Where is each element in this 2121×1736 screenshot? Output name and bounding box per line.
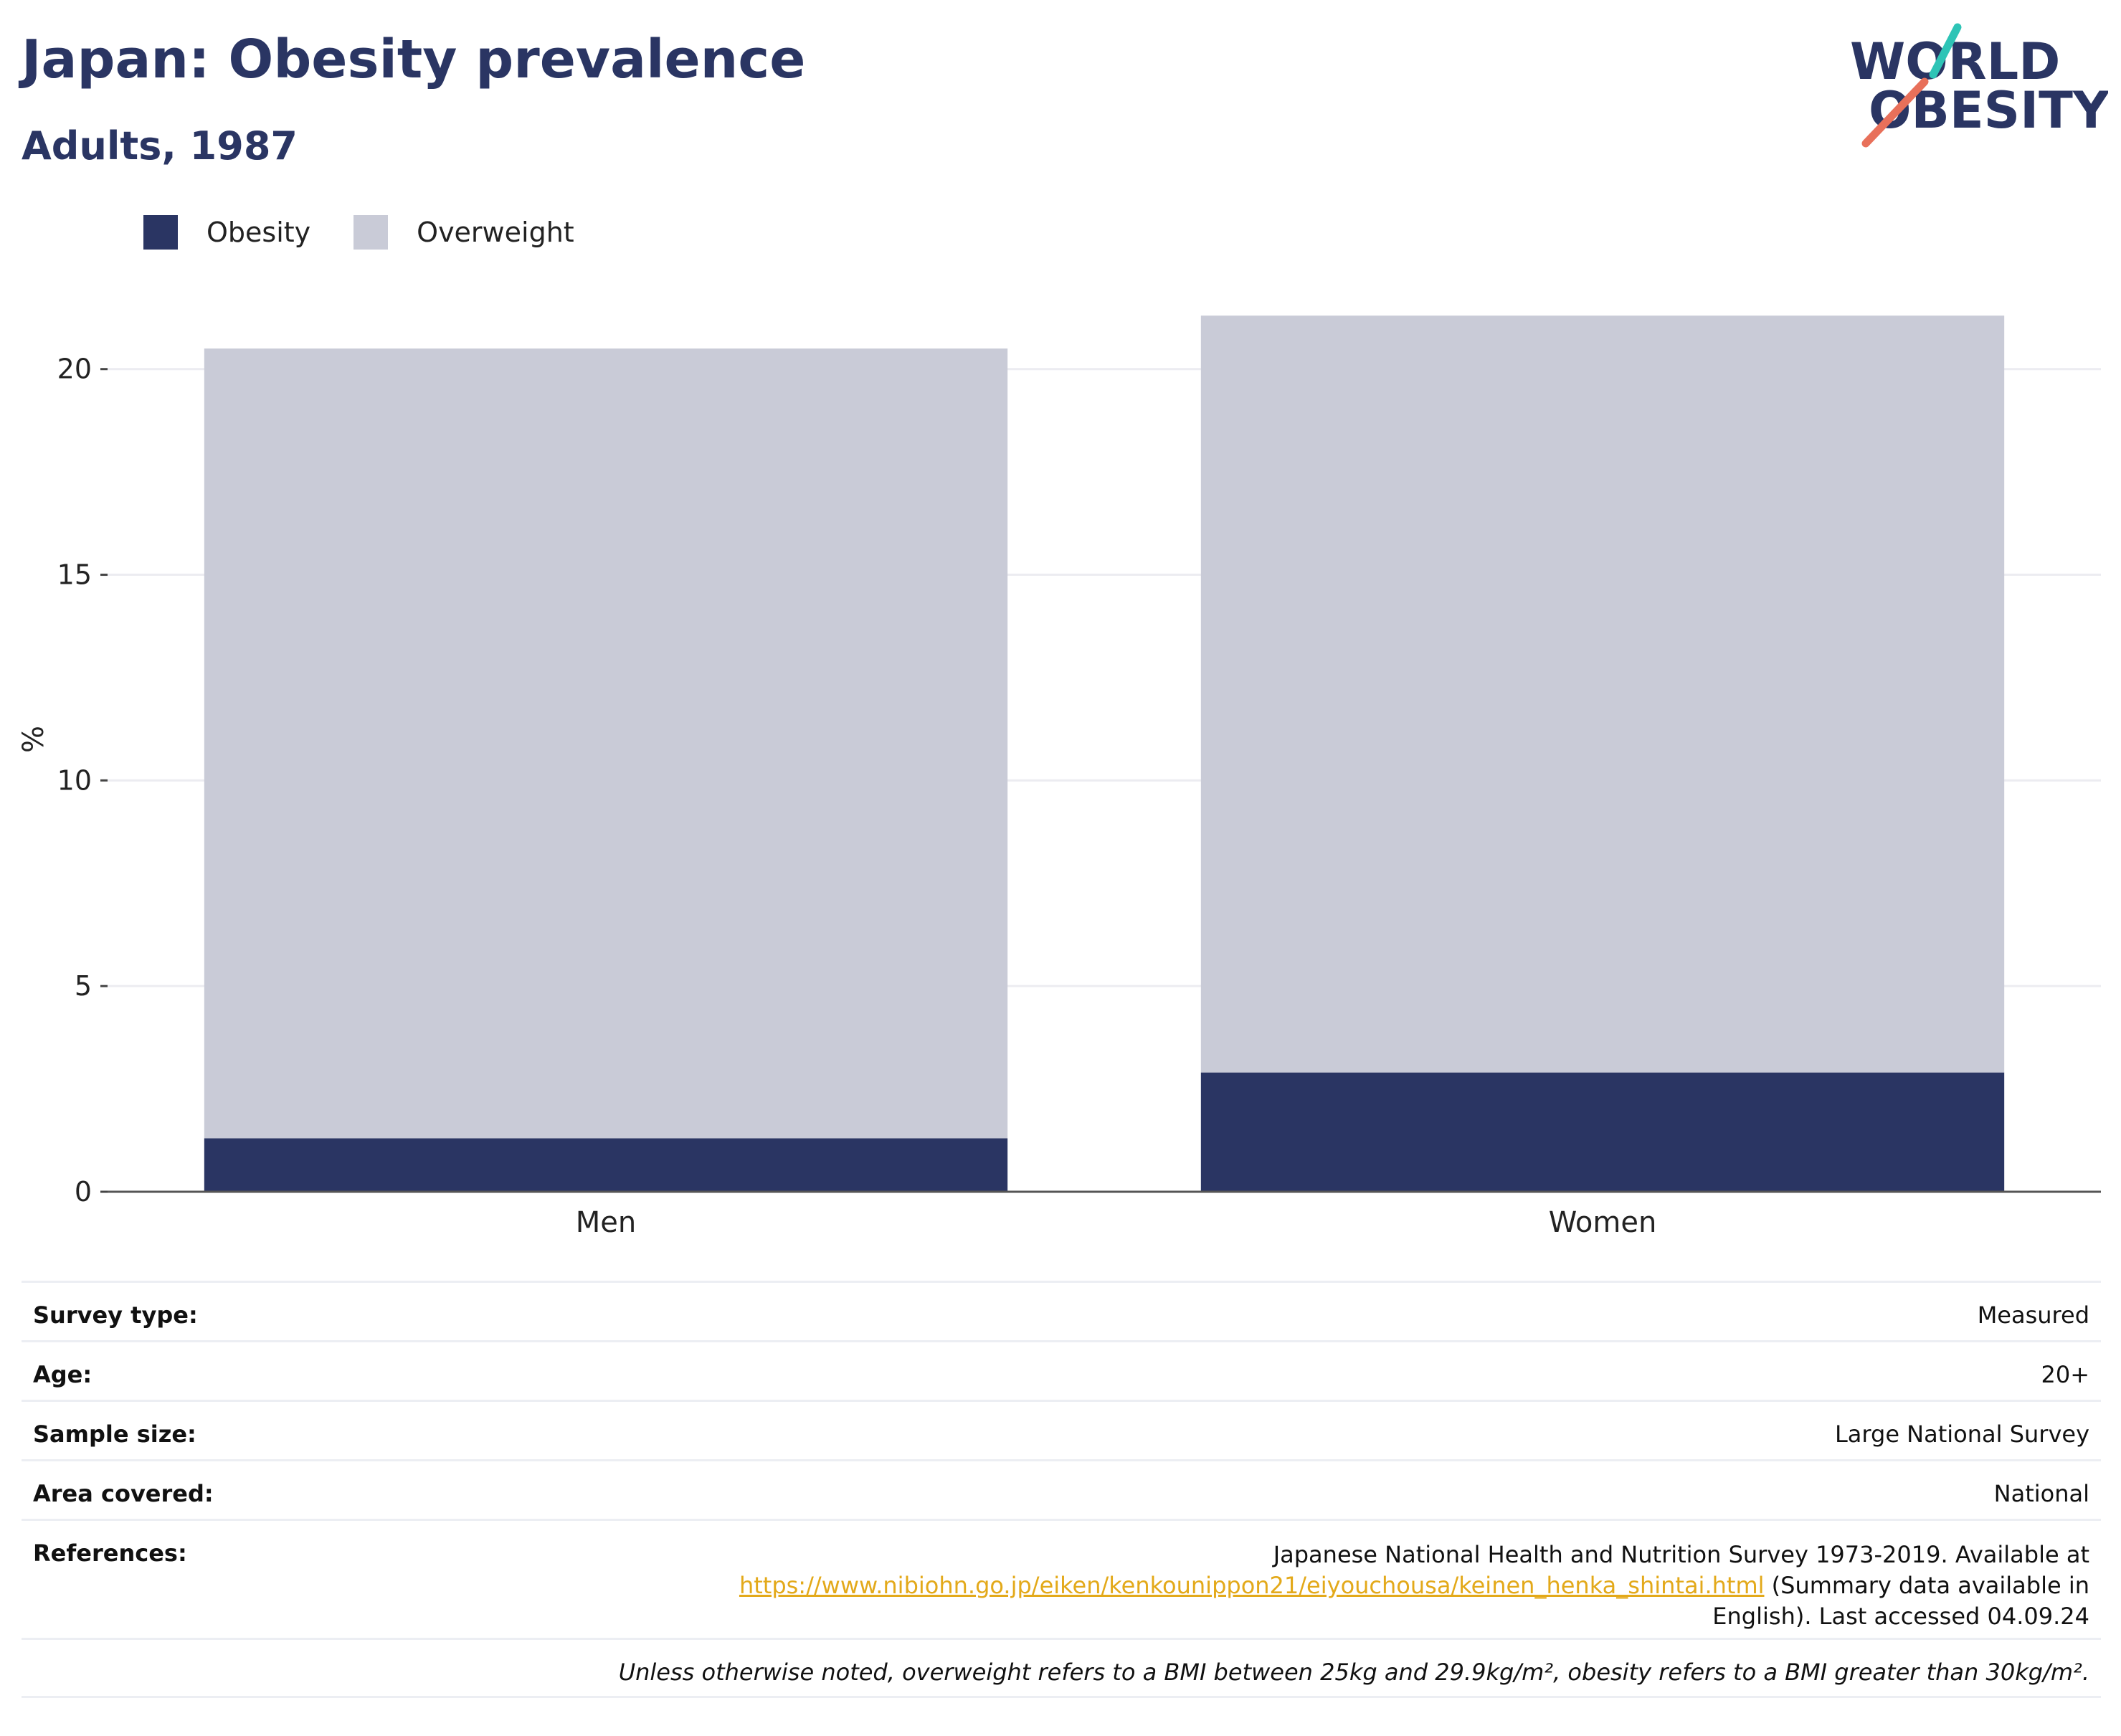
meta-key: Age:: [33, 1361, 92, 1388]
chart-legend: Obesity Overweight: [143, 212, 617, 252]
legend-label-obesity: Obesity: [207, 217, 311, 248]
stacked-bar-chart: 0 5 10 15 20% Men Women: [17, 316, 2101, 1239]
references-link[interactable]: https://www.nibiohn.go.jp/eiken/kenkouni…: [739, 1572, 1765, 1599]
chart-subtitle: Adults, 1987: [22, 123, 298, 169]
meta-value: 20+: [2041, 1361, 2089, 1388]
legend-item-obesity[interactable]: Obesity: [143, 215, 310, 250]
chart-title: Japan: Obesity prevalence: [22, 29, 806, 90]
meta-key: Sample size:: [33, 1420, 196, 1448]
bar-obesity-women: [1200, 1072, 2005, 1192]
meta-row-references: References: Japanese National Health and…: [22, 1519, 2101, 1638]
meta-row-area-covered: Area covered: National: [22, 1459, 2101, 1519]
x-tick-label: Women: [1549, 1206, 1657, 1239]
references-text-after: (Summary data available in English). Las…: [1712, 1572, 2089, 1630]
survey-metadata: Survey type: Measured Age: 20+ Sample si…: [22, 1281, 2101, 1698]
bar-obesity-men: [204, 1138, 1008, 1192]
meta-value: Measured: [1977, 1301, 2089, 1329]
y-axis-label: %: [17, 726, 50, 753]
meta-key: Survey type:: [33, 1301, 198, 1329]
logo-line-world: WORLD: [1850, 32, 2060, 91]
logo-slash-teal-icon: [1929, 23, 1962, 79]
bar-overweight-men: [204, 348, 1008, 1139]
meta-row-sample-size: Sample size: Large National Survey: [22, 1400, 2101, 1459]
world-obesity-logo: WORLD OBESITY: [1850, 23, 2108, 148]
y-tick-label: 0: [75, 1176, 92, 1208]
logo-slash-coral-icon: [1861, 77, 1929, 148]
legend-item-overweight[interactable]: Overweight: [354, 215, 574, 250]
legend-swatch-overweight: [354, 215, 389, 250]
meta-value: Large National Survey: [1834, 1420, 2089, 1448]
meta-key: Area covered:: [33, 1480, 214, 1507]
references-text-before: Japanese National Health and Nutrition S…: [1273, 1541, 2089, 1568]
legend-swatch-obesity: [143, 215, 178, 250]
x-tick-label: Men: [576, 1206, 636, 1239]
meta-value: National: [1993, 1480, 2089, 1507]
y-tick-label: 5: [75, 970, 92, 1002]
y-tick-label: 20: [57, 354, 92, 385]
bar-overweight-women: [1200, 316, 2005, 1073]
legend-label-overweight: Overweight: [417, 217, 574, 248]
meta-key: References:: [33, 1540, 187, 1567]
logo-line-obesity: OBESITY: [1869, 81, 2108, 140]
meta-row-survey-type: Survey type: Measured: [22, 1281, 2101, 1340]
references-text: Japanese National Health and Nutrition S…: [655, 1540, 2089, 1632]
y-tick-label: 10: [57, 764, 92, 796]
meta-row-age: Age: 20+: [22, 1340, 2101, 1400]
y-tick-label: 15: [57, 559, 92, 591]
bmi-footnote: Unless otherwise noted, overweight refer…: [22, 1638, 2101, 1698]
